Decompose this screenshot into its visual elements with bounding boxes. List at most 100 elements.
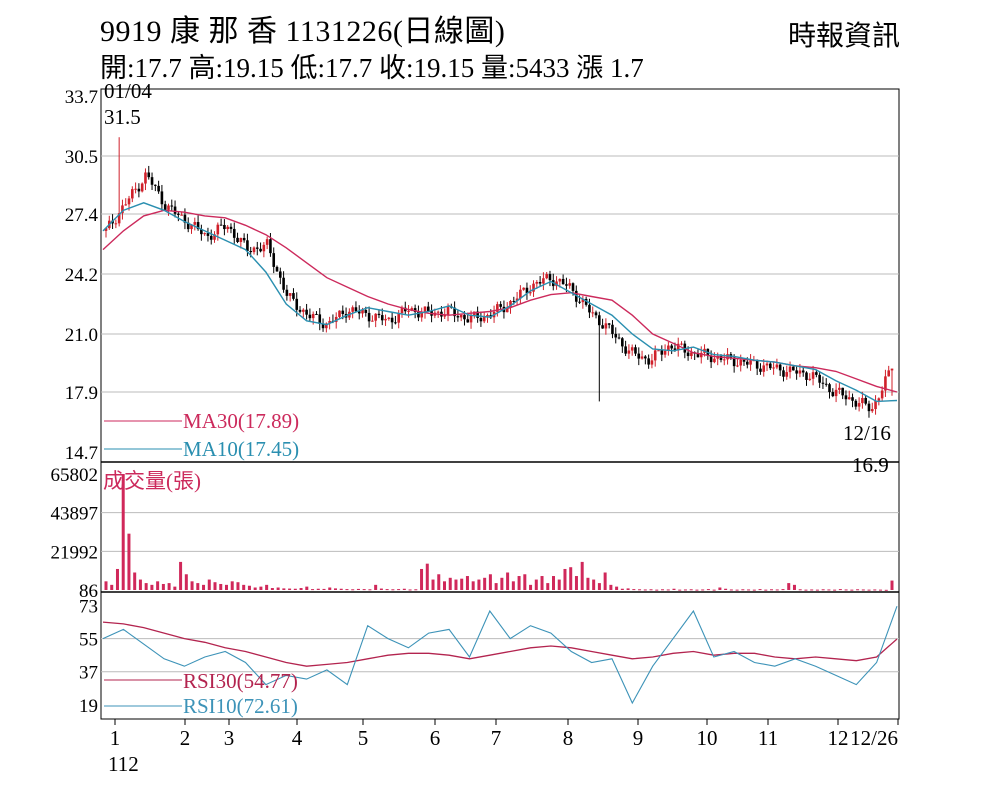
ma10-line <box>102 202 898 403</box>
candle-body <box>252 247 256 253</box>
candle-body <box>713 358 716 363</box>
candle-body <box>173 206 177 214</box>
candle-body <box>621 338 624 347</box>
candle-body <box>127 198 131 205</box>
volume-bars <box>104 474 894 591</box>
volume-bar <box>322 588 326 590</box>
candle-body <box>196 222 200 230</box>
candle-body <box>232 228 236 238</box>
rsi10-line <box>102 606 898 705</box>
candle-body <box>265 239 269 245</box>
candle-body <box>423 306 427 313</box>
volume-bar <box>121 474 125 590</box>
candle-body <box>410 308 414 311</box>
volume-bar <box>592 579 596 590</box>
candle-body <box>765 363 769 366</box>
volume-bar <box>615 586 619 590</box>
volume-bar <box>293 588 297 590</box>
x-tick-label: 1 <box>110 726 121 750</box>
candle-body <box>255 247 259 249</box>
candle-body <box>315 313 318 315</box>
x-tick-label: 2 <box>180 726 191 750</box>
volume-bar <box>850 589 854 591</box>
candle-body <box>854 400 858 407</box>
candle-body <box>302 309 305 312</box>
candle-body <box>657 350 660 352</box>
candle-body <box>269 239 272 254</box>
candle-body <box>874 400 877 410</box>
candle-body <box>538 281 542 284</box>
candle-body <box>548 274 552 281</box>
volume-y-tick: 21992 <box>51 542 99 563</box>
candle-body <box>851 397 854 401</box>
candle-body <box>436 311 440 313</box>
volume-bar <box>890 580 894 590</box>
candle-body <box>745 361 749 365</box>
candle-body <box>117 213 121 224</box>
volume-bar <box>609 584 613 590</box>
candle-body <box>749 360 752 365</box>
candle-body <box>466 319 470 323</box>
candle-body <box>476 311 479 318</box>
candle-body <box>279 271 282 278</box>
x-year-label: 112 <box>108 752 139 776</box>
rsi-y-tick: 37 <box>79 663 98 684</box>
volume-bar <box>563 568 567 590</box>
data-source-label: 時報資訊 <box>787 21 900 52</box>
volume-bar <box>190 581 194 590</box>
rsi-y-tick: 73 <box>79 597 98 618</box>
candle-body <box>147 172 151 178</box>
candle-body <box>709 355 713 363</box>
candle-body <box>213 234 216 240</box>
volume-bar <box>844 589 848 591</box>
price-y-tick: 30.5 <box>65 147 98 168</box>
candle-body <box>150 177 154 185</box>
volume-bar <box>781 589 785 591</box>
volume-bar <box>259 586 263 590</box>
volume-bar <box>506 572 510 590</box>
candle-body <box>887 370 891 377</box>
candle-body <box>246 240 249 252</box>
candle-body <box>380 315 384 321</box>
volume-bar <box>626 588 630 590</box>
candle-body <box>818 374 821 383</box>
volume-bar <box>351 589 355 591</box>
candle-body <box>584 298 588 305</box>
volume-bar <box>683 589 687 591</box>
volume-bar <box>110 584 114 590</box>
candle-body <box>696 353 700 358</box>
volume-bar <box>620 588 624 590</box>
rsi30-line <box>102 621 898 667</box>
price-y-tick: 24.2 <box>65 265 98 286</box>
x-tick-label: 9 <box>633 726 644 750</box>
candle-body <box>634 347 637 354</box>
candle-body <box>545 274 548 279</box>
candle-body <box>272 253 276 267</box>
candle-body <box>798 370 802 374</box>
volume-bar <box>397 589 401 591</box>
candle-body <box>663 350 667 355</box>
volume-bar <box>534 579 538 590</box>
candle-body <box>167 205 170 210</box>
candle-body <box>384 318 387 321</box>
volume-bar <box>299 588 303 590</box>
volume-bar <box>385 589 389 591</box>
candle-body <box>463 315 466 320</box>
candle-body <box>292 293 295 299</box>
candle-body <box>561 278 565 285</box>
volume-bar <box>328 587 332 590</box>
volume-bar <box>856 589 860 591</box>
candle-body <box>259 248 262 252</box>
candle-body <box>607 323 611 325</box>
candle-body <box>354 307 358 312</box>
candle-body <box>496 304 499 312</box>
candle-body <box>387 317 391 319</box>
price-y-tick: 17.9 <box>65 383 98 404</box>
candle-body <box>157 185 160 192</box>
candle-body <box>667 345 670 351</box>
candle-body <box>847 397 851 400</box>
volume-bar <box>420 568 424 590</box>
candle-body <box>229 226 233 229</box>
volume-bar <box>632 589 636 591</box>
